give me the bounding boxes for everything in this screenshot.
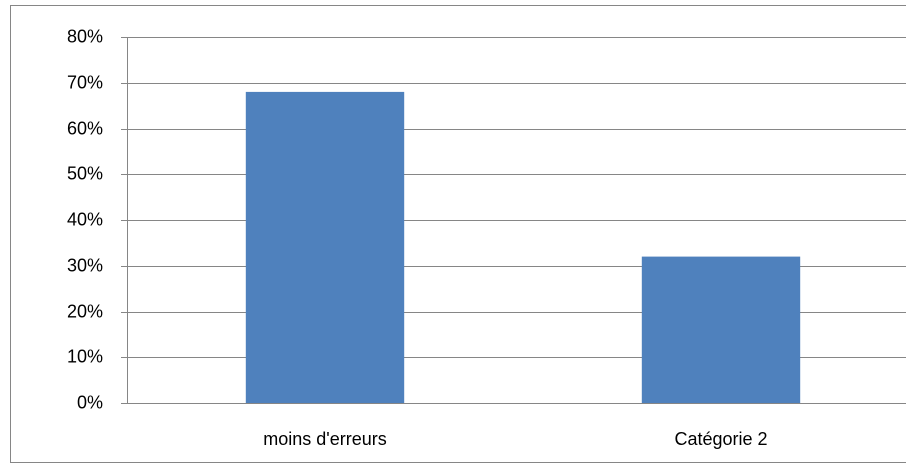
x-tick-label: Catégorie 2 xyxy=(674,429,767,449)
y-tick-label: 80% xyxy=(67,26,103,46)
y-tick-label: 0% xyxy=(77,392,103,412)
x-tick-label: moins d'erreurs xyxy=(263,429,386,449)
y-tick-label: 40% xyxy=(67,209,103,229)
y-tick-label: 50% xyxy=(67,163,103,183)
y-tick-label: 30% xyxy=(67,255,103,275)
bar xyxy=(245,91,405,404)
y-tick-label: 70% xyxy=(67,72,103,92)
y-tick-label: 10% xyxy=(67,346,103,366)
y-tick-label: 20% xyxy=(67,301,103,321)
y-tick-label: 60% xyxy=(67,118,103,138)
bar xyxy=(641,256,801,403)
chart-frame xyxy=(10,5,906,463)
